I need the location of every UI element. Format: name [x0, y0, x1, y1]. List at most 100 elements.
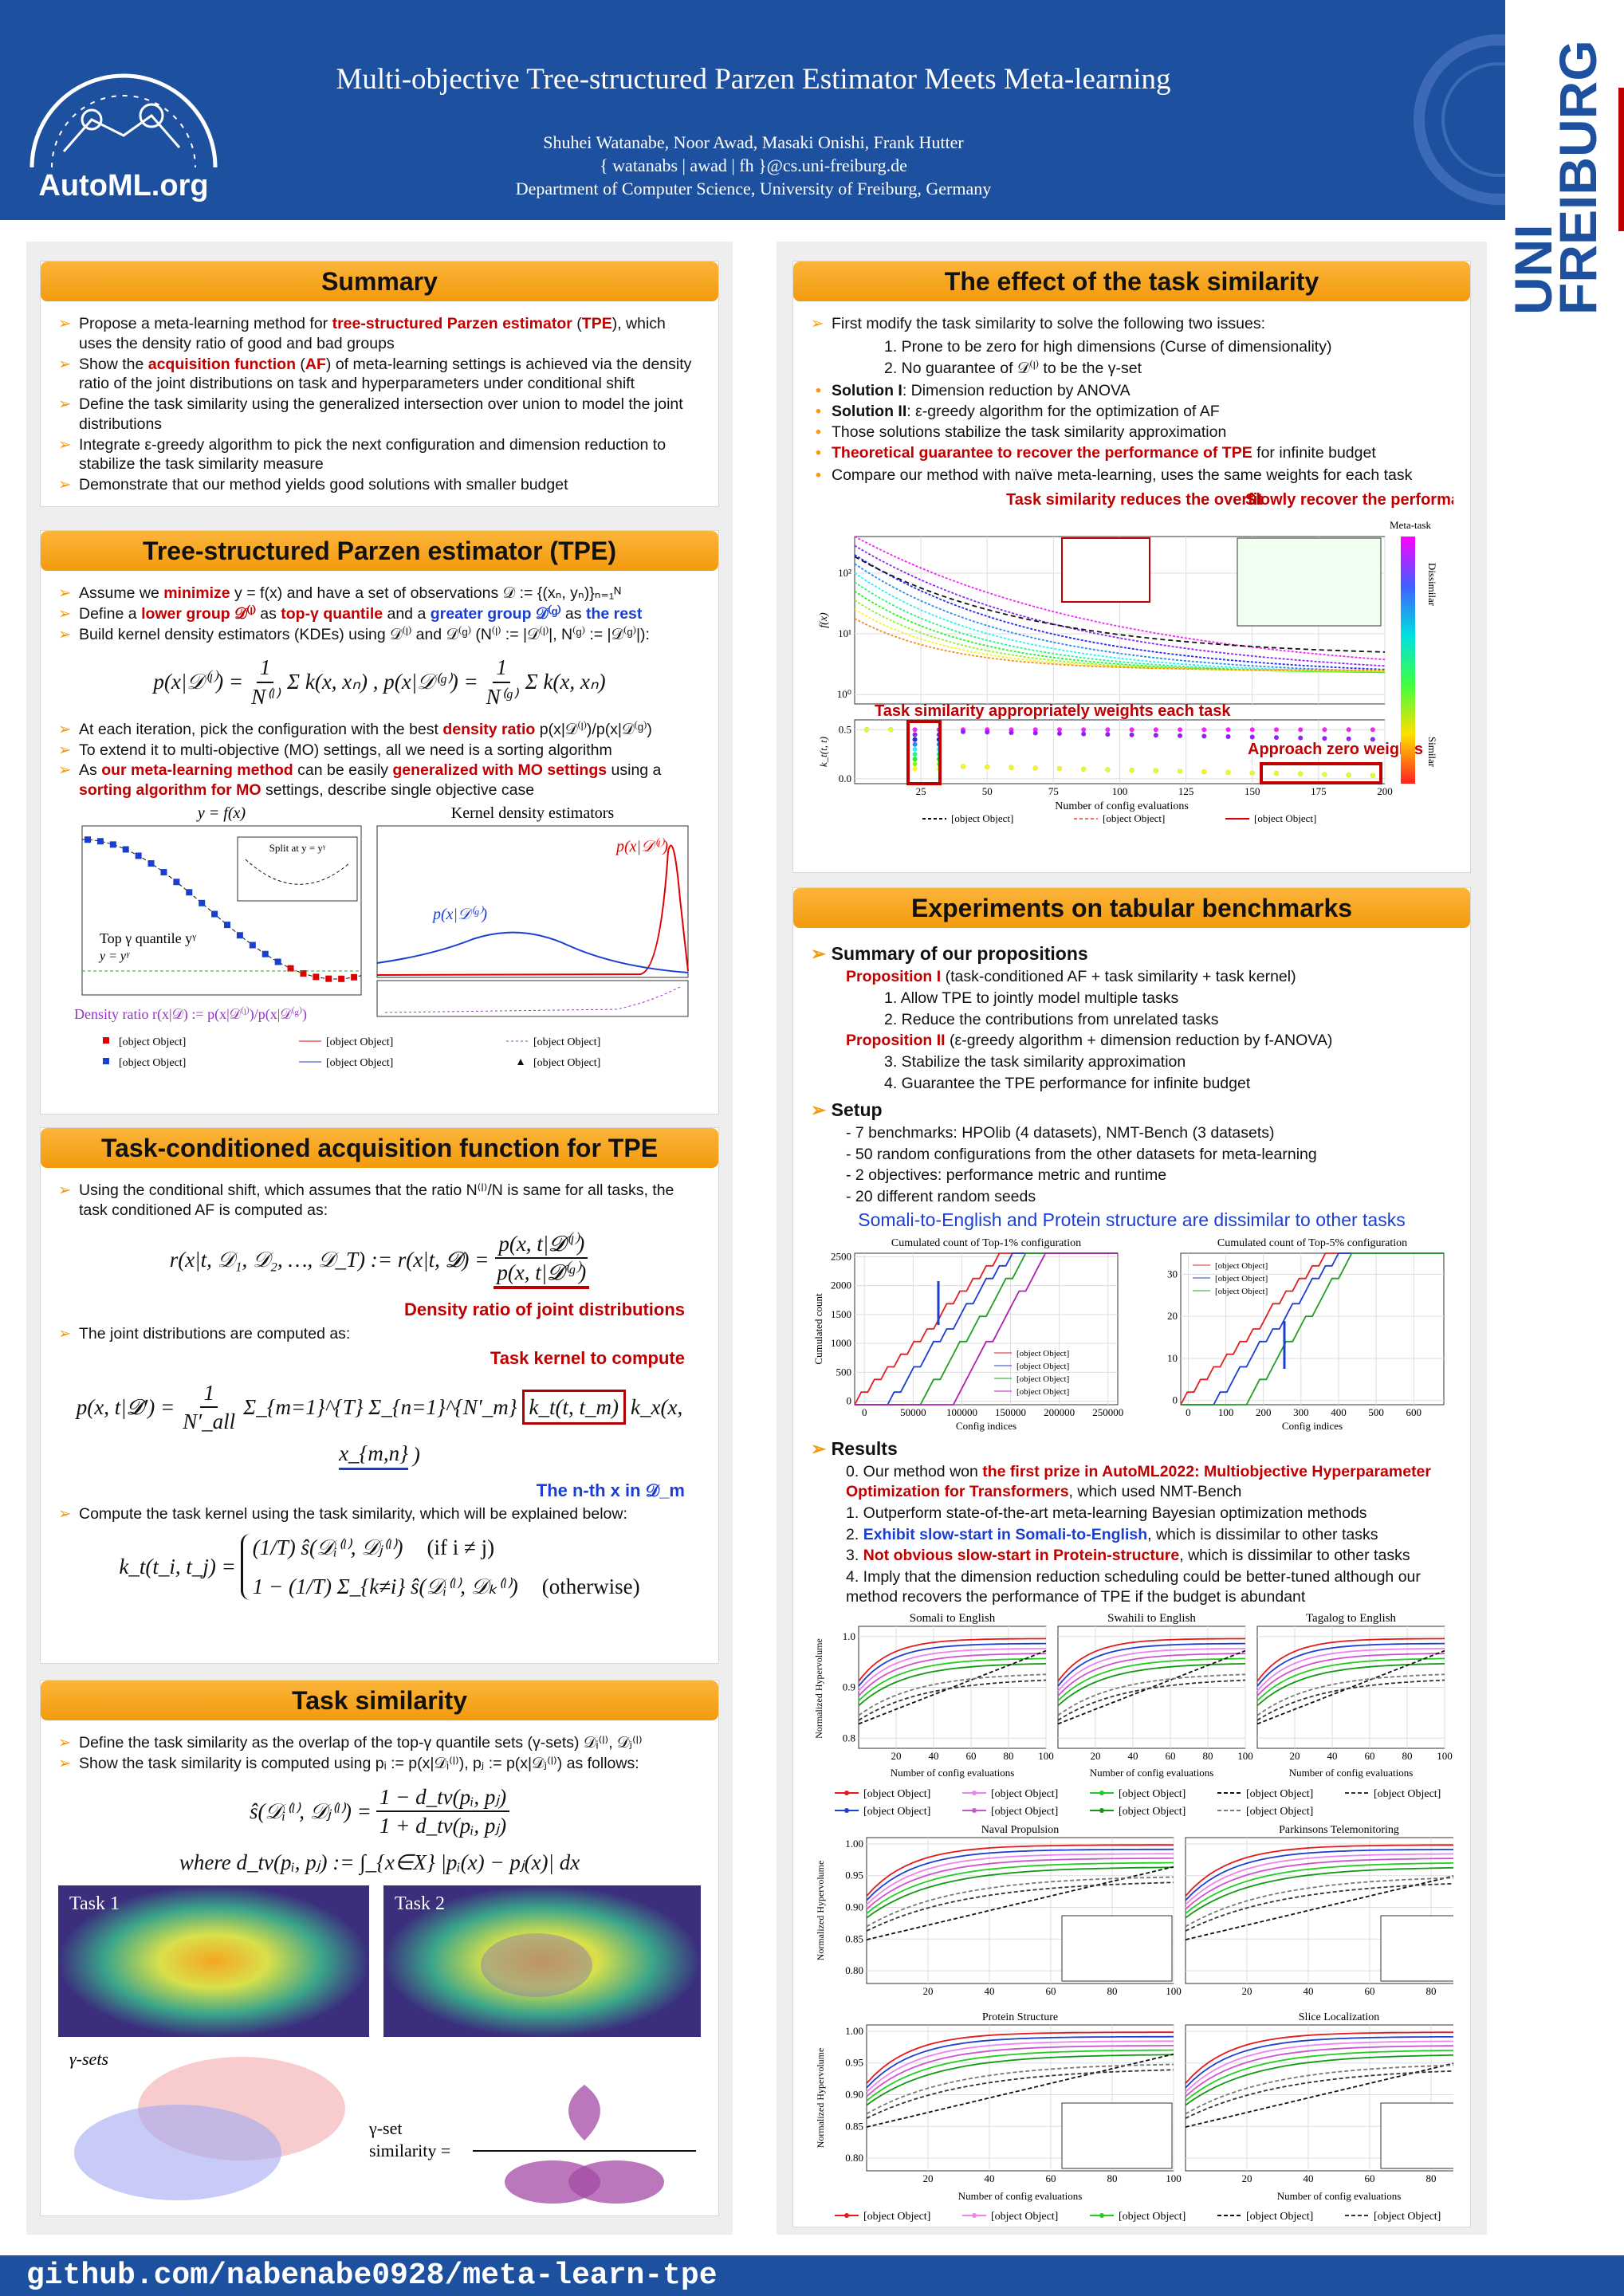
legend-label: [object Object]	[1016, 1387, 1069, 1397]
legend-label: [object Object]	[863, 2211, 930, 2223]
bullet-list: Compute the task kernel using the task s…	[58, 1504, 701, 1524]
line: 3. Stabilize the task similarity approxi…	[811, 1052, 1453, 1072]
heading: Setup	[811, 1099, 1453, 1122]
chart-title: Cumulated count of Top-5% configuration	[1217, 1237, 1407, 1249]
curve	[854, 554, 1386, 670]
y-tick-label: 0.90	[845, 2088, 863, 2100]
curve	[866, 1866, 1174, 1918]
x-tick-label: 400	[1331, 1406, 1347, 1418]
text: , which is dissimilar to other tasks	[1179, 1547, 1410, 1565]
text: (task-conditioned AF + task similarity +…	[941, 968, 1296, 986]
sample	[147, 859, 155, 867]
section: Tree-structured Parzen estimator (TPE) As…	[40, 530, 719, 1115]
legend-label: [object Object]	[1103, 812, 1165, 824]
axis-label: Normalized Hypervolume	[815, 1860, 826, 1960]
y-tick-label: 500	[836, 1366, 852, 1378]
curve	[866, 2068, 1174, 2119]
chart-title: Slice Localization	[1299, 2011, 1379, 2023]
text: and a	[383, 604, 431, 623]
x-tick-label: 40	[1128, 1750, 1138, 1762]
colorbar	[1401, 537, 1415, 784]
line: 3. Not obvious slow-start in Protein-str…	[811, 1546, 1453, 1566]
weight-marker	[1370, 737, 1375, 742]
axis-label: Number of config evaluations	[1289, 1767, 1414, 1779]
axis-label: Normalized Hypervolume	[815, 2047, 826, 2148]
university-logo: FREIBURG UNI	[1507, 40, 1624, 315]
task-label: Task 2	[395, 1893, 445, 1914]
highlight: TPE	[581, 315, 612, 332]
weight-marker	[912, 746, 918, 752]
figure-title: Kernel density estimators	[451, 804, 615, 822]
legend-label: [object Object]	[1215, 1274, 1268, 1284]
curve	[1256, 1649, 1445, 1724]
text: The joint distributions are computed as:	[79, 1325, 351, 1343]
text: : Dimension reduction by ANOVA	[902, 382, 1131, 400]
kde-label: p(x|𝒟⁽ˡ⁾)	[615, 837, 668, 855]
weight-marker	[1056, 727, 1062, 733]
curve	[854, 545, 1386, 667]
weight-marker	[912, 741, 918, 747]
legend-marker	[1099, 1790, 1104, 1795]
legend-label: [object Object]	[1215, 1261, 1268, 1271]
line: - 20 different random seeds	[811, 1187, 1453, 1207]
curve	[866, 1848, 1174, 1901]
zoom-box	[1061, 537, 1150, 603]
curve	[866, 2053, 1174, 2105]
highlight: Solution I	[832, 382, 902, 400]
weight-marker	[1081, 731, 1087, 737]
x-tick-label: 100	[1437, 1750, 1453, 1762]
highlight: minimize	[163, 584, 230, 602]
bullet: Define the task similarity as the overla…	[58, 1733, 701, 1753]
chart-title: Parkinsons Telemonitoring	[1279, 1824, 1399, 1836]
curve	[1256, 1662, 1445, 1706]
text: (	[572, 315, 582, 332]
equation: r(x|t, 𝒟₁, 𝒟₂, …, 𝒟_T) := r(x|t, 𝓓) = p(x…	[58, 1230, 701, 1290]
text: Show the task similarity is computed usi…	[79, 1754, 639, 1772]
y-tick-label: 1.00	[845, 1838, 863, 1850]
intersection	[568, 2085, 600, 2141]
x-tick-label: 150	[1245, 785, 1260, 797]
text: Using the conditional shift, which assum…	[79, 1181, 674, 1219]
similarity-label: similarity =	[369, 2141, 450, 2160]
label: y = yᵞ	[98, 949, 130, 963]
uni-text: UNI	[1507, 224, 1563, 315]
legend-label: [object Object]	[533, 1036, 600, 1048]
x-tick-label: 100	[1237, 1750, 1253, 1762]
x-tick-label: 80	[1203, 1750, 1213, 1762]
bullet: At each iteration, pick the configuratio…	[58, 720, 701, 740]
math: p(x, t|𝓓′) =	[76, 1394, 175, 1419]
figure: Somali to English 20 40 60 80 100 0.8 0.9 1.0 Num…	[813, 1612, 1453, 1779]
legend-marker	[103, 1057, 109, 1064]
curve	[866, 1857, 1174, 1909]
annotation: Approach zero weights	[1248, 741, 1423, 758]
section: Task similarity Define the task similarit…	[40, 1680, 719, 2216]
weight-marker	[1178, 733, 1183, 738]
curve	[854, 581, 1386, 674]
text: 0. Our method won	[846, 1463, 983, 1481]
legend-label: [object Object]	[1215, 1287, 1268, 1296]
text: 4. Guarantee the TPE performance for inf…	[884, 1074, 1251, 1092]
x-tick-label: 500	[1368, 1406, 1384, 1418]
curve	[1057, 1642, 1245, 1687]
y-tick-label: 0.80	[845, 2152, 863, 2164]
legend-marker	[844, 1790, 849, 1795]
legend-label: [object Object]	[1119, 1806, 1186, 1818]
kde-worse	[376, 931, 689, 973]
legend-marker	[103, 1036, 109, 1044]
line: Proposition II (ε-greedy algorithm + dim…	[811, 1031, 1453, 1051]
y-tick-label: 0.9	[843, 1681, 855, 1693]
curve	[858, 1657, 1047, 1701]
sample	[287, 965, 294, 972]
numerator: 1	[256, 654, 274, 683]
bullet: Solution II: ε-greedy algorithm for the …	[811, 402, 1453, 422]
bullet: Assume we minimize y = f(x) and have a s…	[58, 584, 701, 603]
line: 2. No guarantee of 𝒟⁽ˡ⁾ to be the γ-set	[811, 359, 1453, 379]
y-tick-label: 1.00	[845, 2025, 863, 2037]
bullet: Show the acquisition function (AF) of me…	[58, 355, 701, 395]
x-tick-label: 40	[1304, 2172, 1314, 2184]
weight-marker	[1153, 768, 1158, 773]
weight-marker	[1201, 727, 1207, 733]
text: ) of meta-learning settings is achieved …	[79, 355, 692, 393]
weight-marker	[1105, 727, 1111, 733]
